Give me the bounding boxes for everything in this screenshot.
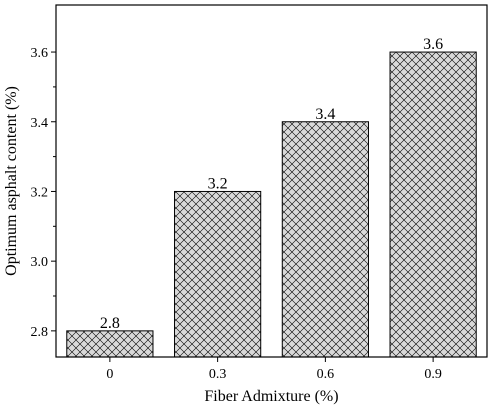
bar-0.9	[389, 51, 477, 358]
x-tick-label: 0.6	[317, 367, 335, 382]
y-tick-label: 3.4	[31, 116, 49, 131]
x-axis-title: Fiber Admixture (%)	[204, 388, 338, 405]
bar-0.6	[281, 121, 369, 358]
data-label-0.3: 3.2	[208, 175, 228, 192]
y-axis-title: Optimum asphalt content (%)	[3, 86, 20, 276]
y-tick-label: 3.6	[31, 46, 49, 61]
x-tick-label: 0	[106, 367, 113, 382]
data-label-0: 2.8	[100, 315, 120, 332]
x-tick-label: 0.3	[209, 367, 227, 382]
x-tick-label: 0.9	[424, 367, 442, 382]
y-tick-label: 3.2	[31, 185, 49, 200]
data-label-0.9: 3.6	[423, 36, 443, 53]
plot-frame	[55, 4, 488, 358]
data-label-0.6: 3.4	[315, 106, 335, 123]
bar-0	[66, 330, 154, 358]
bar-0.3	[174, 190, 262, 358]
y-tick-label: 2.8	[31, 325, 49, 340]
y-tick-label: 3.0	[31, 255, 49, 270]
